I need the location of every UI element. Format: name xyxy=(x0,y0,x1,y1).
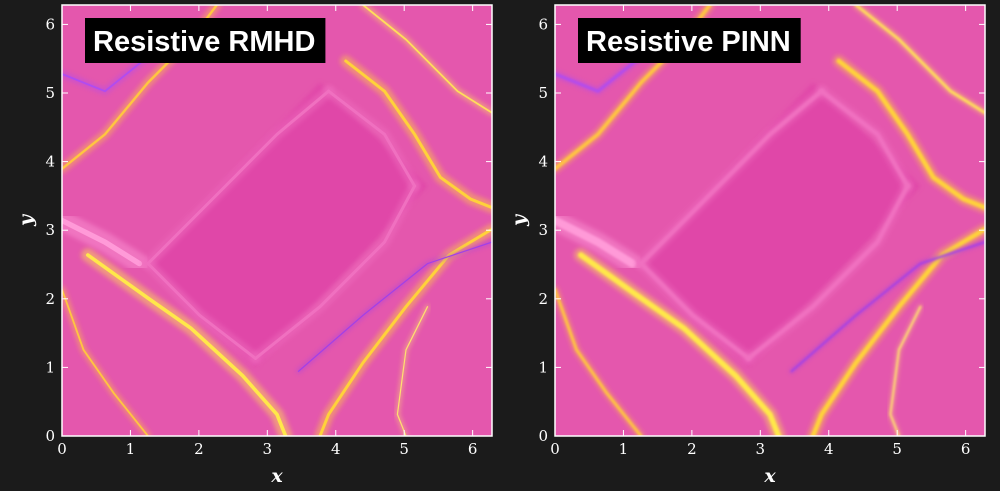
field-stroke xyxy=(297,241,492,372)
x-tick-label: 0 xyxy=(550,440,560,458)
y-tick-label: 3 xyxy=(538,221,548,239)
field-stroke xyxy=(555,216,637,268)
plot-frame xyxy=(61,4,493,437)
y-axis-label: y xyxy=(15,213,37,227)
field-stroke xyxy=(344,59,492,210)
field-stroke xyxy=(819,88,910,189)
x-tick-label: 2 xyxy=(687,440,697,458)
chart-title: Resistive PINN xyxy=(586,26,791,58)
y-axis-label: y xyxy=(508,213,530,227)
x-tick-label: 6 xyxy=(961,440,971,458)
x-axis-label: x xyxy=(270,465,283,487)
x-tick-label: 5 xyxy=(892,440,902,458)
y-tick-label: 0 xyxy=(45,427,55,445)
x-tick-label: 4 xyxy=(824,440,834,458)
x-tick-label: 6 xyxy=(468,440,478,458)
field-stroke xyxy=(854,5,985,115)
x-tick-label: 2 xyxy=(194,440,204,458)
x-tick-label: 1 xyxy=(619,440,629,458)
field-stroke xyxy=(327,89,417,188)
field-stroke xyxy=(146,262,257,360)
field-stroke xyxy=(836,58,985,210)
y-tick-label: 6 xyxy=(538,15,548,33)
field-stroke xyxy=(318,227,492,436)
y-tick-label: 2 xyxy=(538,290,548,308)
x-axis-label: x xyxy=(763,465,776,487)
field-core xyxy=(641,82,921,368)
field-core xyxy=(148,82,428,368)
y-tick-label: 0 xyxy=(538,427,548,445)
x-tick-label: 0 xyxy=(57,440,67,458)
field-stroke xyxy=(810,226,985,436)
field-stroke xyxy=(62,217,143,267)
field-stroke xyxy=(889,305,922,436)
plot-frame xyxy=(554,4,986,437)
field-panel xyxy=(555,5,985,436)
x-tick-label: 3 xyxy=(263,440,273,458)
field-stroke xyxy=(362,5,492,114)
field-stroke xyxy=(638,261,751,361)
y-tick-label: 4 xyxy=(538,153,548,171)
chart-title: Resistive RMHD xyxy=(93,26,315,58)
field-stroke xyxy=(555,288,643,436)
y-tick-label: 4 xyxy=(45,153,55,171)
field-stroke xyxy=(578,252,782,436)
y-tick-label: 1 xyxy=(538,358,548,376)
field-strokes xyxy=(555,5,985,436)
y-tick-label: 6 xyxy=(45,15,55,33)
field-stroke xyxy=(746,183,910,361)
x-tick-label: 5 xyxy=(399,440,409,458)
field-stroke xyxy=(146,89,331,266)
field-stroke xyxy=(86,253,288,436)
y-tick-label: 5 xyxy=(538,84,548,102)
field-panel xyxy=(62,5,492,436)
field-stroke xyxy=(62,288,149,436)
title-box xyxy=(578,18,801,63)
x-tick-label: 3 xyxy=(756,440,766,458)
field-stroke xyxy=(254,184,417,360)
x-tick-label: 4 xyxy=(331,440,341,458)
title-box xyxy=(85,18,326,63)
y-tick-label: 3 xyxy=(45,221,55,239)
y-tick-label: 5 xyxy=(45,84,55,102)
field-stroke xyxy=(790,241,985,373)
field-stroke xyxy=(638,88,824,266)
x-tick-label: 1 xyxy=(126,440,136,458)
field-stroke xyxy=(396,306,429,436)
y-tick-label: 2 xyxy=(45,290,55,308)
y-tick-label: 1 xyxy=(45,358,55,376)
